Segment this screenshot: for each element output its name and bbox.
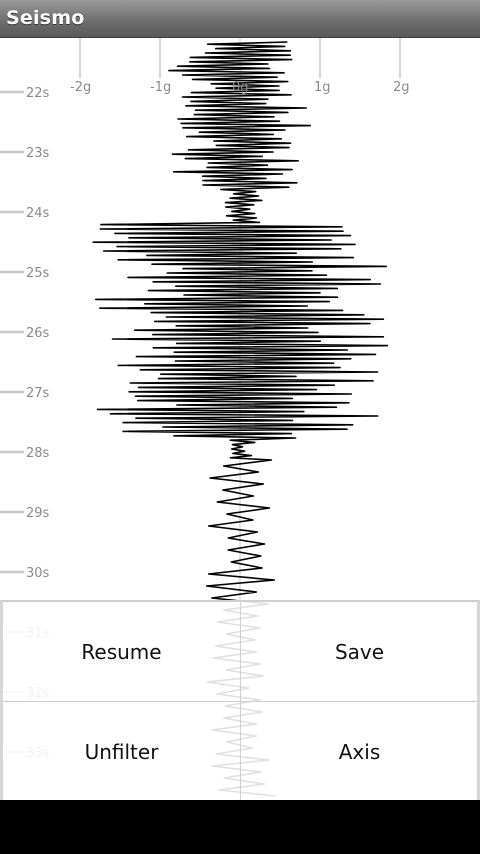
resume-label: Resume [81, 639, 162, 664]
time-label-23s: 23s [26, 146, 50, 161]
menu-divider-horizontal [3, 701, 477, 702]
axis-label-minus-1g: -1g [150, 80, 172, 95]
seismic-trace [92, 41, 389, 797]
resume-button[interactable]: Resume [3, 602, 240, 701]
axis-label-1g: 1g [314, 80, 331, 95]
time-label-25s: 25s [26, 266, 50, 281]
title-bar: Seismo [0, 0, 480, 38]
system-nav-bar [0, 800, 480, 854]
axis-label-minus-2g: -2g [70, 80, 92, 95]
time-label-29s: 29s [26, 506, 50, 521]
axis-label: Axis [338, 739, 381, 764]
axis-label-0g: 0g [232, 80, 249, 95]
time-label-26s: 26s [26, 326, 50, 341]
axis-label-2g: 2g [393, 80, 410, 95]
time-label-27s: 27s [26, 386, 50, 401]
save-button[interactable]: Save [241, 602, 478, 701]
unfilter-button[interactable]: Unfilter [3, 702, 240, 801]
time-label-30s: 30s [26, 566, 50, 581]
unfilter-label: Unfilter [84, 739, 159, 764]
save-label: Save [334, 639, 385, 664]
time-label-24s: 24s [26, 206, 50, 221]
time-label-22s: 22s [26, 86, 50, 101]
axis-button[interactable]: Axis [241, 702, 478, 801]
app-title: Seismo [6, 7, 85, 29]
options-menu: Resume Save Unfilter Axis [0, 600, 480, 800]
time-label-28s: 28s [26, 446, 50, 461]
